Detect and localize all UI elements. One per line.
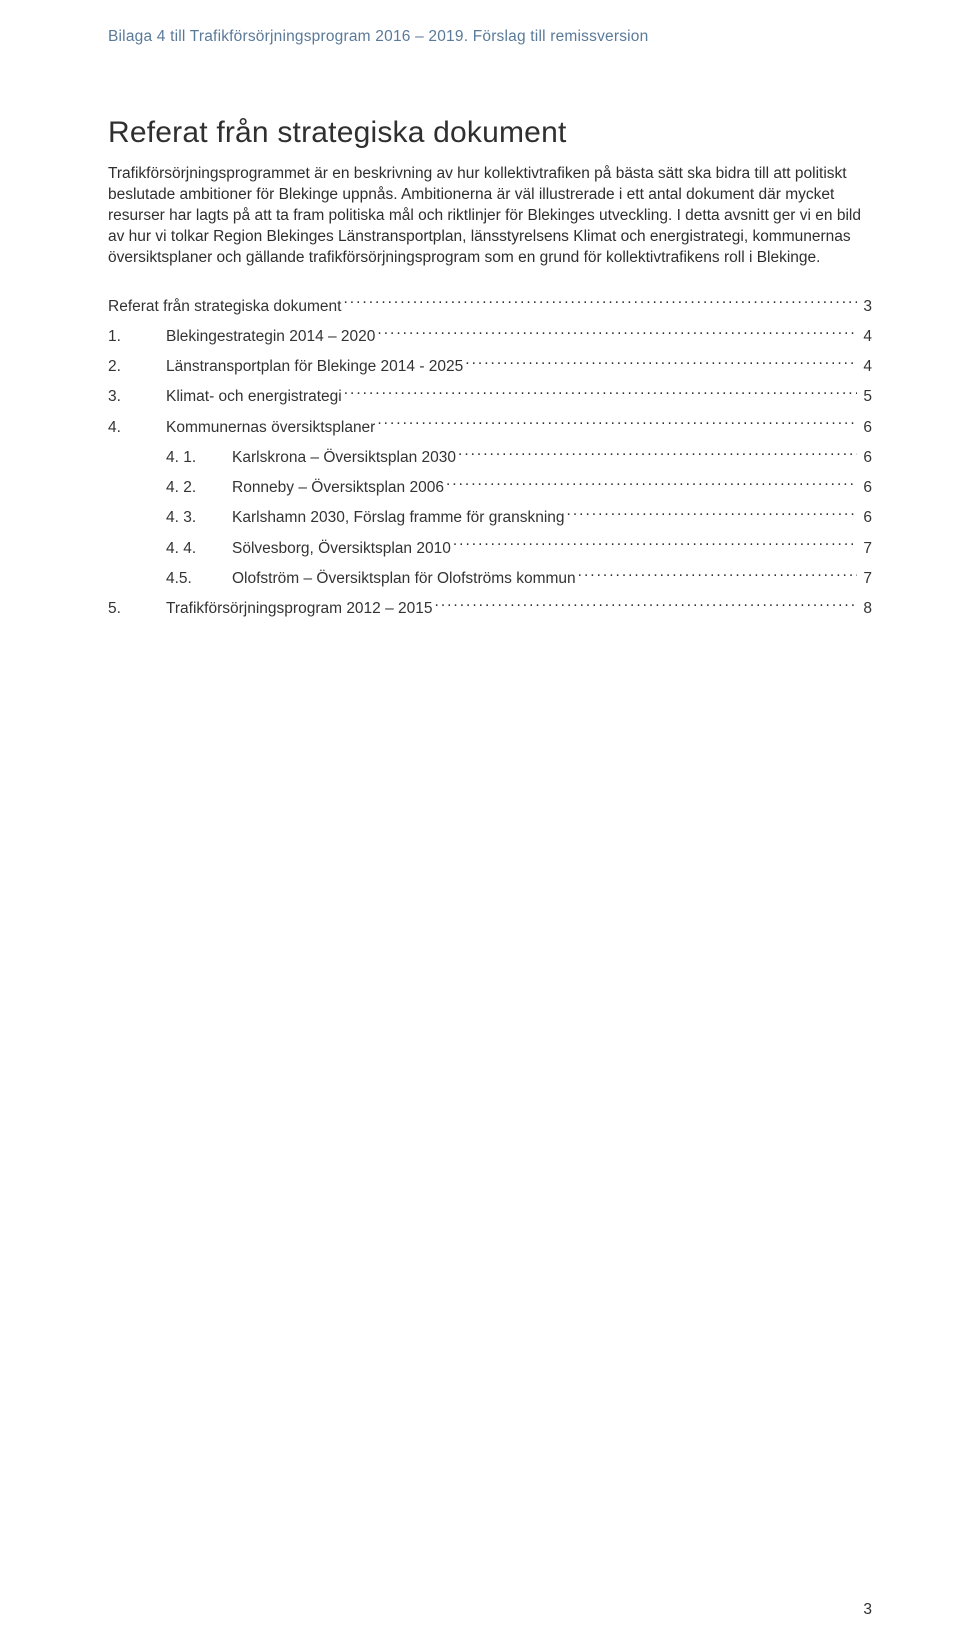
page-title: Referat från strategiska dokument [108, 116, 872, 150]
toc-entry-label: 4.5.Olofström – Översiktsplan för Olofst… [166, 567, 576, 590]
toc-entry-label: 2.Länstransportplan för Blekinge 2014 - … [108, 355, 463, 378]
toc-leader-dots [377, 325, 857, 341]
toc-entry-text: Sölvesborg, Översiktsplan 2010 [232, 540, 451, 557]
toc-entry-text: Trafikförsörjningsprogram 2012 – 2015 [166, 600, 433, 617]
toc-entry-text: Klimat- och energistrategi [166, 388, 342, 405]
toc-leader-dots [377, 416, 857, 432]
toc-leader-dots [435, 598, 858, 614]
toc-entry-page: 7 [859, 567, 872, 590]
toc-entry-page: 6 [859, 506, 872, 529]
toc-leader-dots [453, 537, 858, 553]
toc-entry: 4.5.Olofström – Översiktsplan för Olofst… [108, 567, 872, 590]
toc-entry-text: Karlskrona – Översiktsplan 2030 [232, 449, 456, 466]
toc-entry-text: Referat från strategiska dokument [108, 298, 341, 315]
toc-entry-text: Ronneby – Översiktsplan 2006 [232, 479, 444, 496]
toc-entry-text: Blekingestrategin 2014 – 2020 [166, 328, 375, 345]
toc-entry-label: 4. 4.Sölvesborg, Översiktsplan 2010 [166, 537, 451, 560]
toc-entry-text: Kommunernas översiktsplaner [166, 419, 375, 436]
toc-entry-number: 4. 3. [166, 506, 232, 529]
toc-entry-label: 4. 1.Karlskrona – Översiktsplan 2030 [166, 446, 456, 469]
toc-entry: 4. 2.Ronneby – Översiktsplan 2006 6 [108, 476, 872, 499]
toc-entry-label: 4. 3.Karlshamn 2030, Förslag framme för … [166, 506, 565, 529]
toc-leader-dots [458, 446, 857, 462]
toc-entry: 3.Klimat- och energistrategi 5 [108, 385, 872, 408]
toc-entry: 4. 3.Karlshamn 2030, Förslag framme för … [108, 506, 872, 529]
toc-entry-page: 4 [859, 355, 872, 378]
table-of-contents: Referat från strategiska dokument 3 1.Blek… [108, 295, 872, 621]
toc-entry-number: 4. 4. [166, 537, 232, 560]
toc-entry-page: 5 [859, 385, 872, 408]
toc-entry: Referat från strategiska dokument 3 [108, 295, 872, 318]
toc-entry-label: 5.Trafikförsörjningsprogram 2012 – 2015 [108, 597, 433, 620]
toc-entry-label: 4. 2.Ronneby – Översiktsplan 2006 [166, 476, 444, 499]
toc-entry-number: 4.5. [166, 567, 232, 590]
toc-leader-dots [343, 295, 857, 311]
toc-entry-label: 3.Klimat- och energistrategi [108, 385, 342, 408]
toc-entry-number: 4. [108, 416, 166, 439]
toc-leader-dots [578, 567, 858, 583]
toc-entry: 4. 4.Sölvesborg, Översiktsplan 2010 7 [108, 537, 872, 560]
toc-entry-text: Länstransportplan för Blekinge 2014 - 20… [166, 358, 463, 375]
toc-entry-page: 8 [859, 597, 872, 620]
document-header: Bilaga 4 till Trafikförsörjningsprogram … [108, 28, 872, 46]
toc-entry: 5.Trafikförsörjningsprogram 2012 – 2015 8 [108, 597, 872, 620]
toc-entry-label: 1.Blekingestrategin 2014 – 2020 [108, 325, 375, 348]
toc-entry-number: 3. [108, 385, 166, 408]
toc-entry-text: Karlshamn 2030, Förslag framme för grans… [232, 509, 565, 526]
toc-entry: 1.Blekingestrategin 2014 – 2020 4 [108, 325, 872, 348]
toc-entry-number: 4. 1. [166, 446, 232, 469]
toc-entry-page: 6 [859, 416, 872, 439]
intro-paragraph: Trafikförsörjningsprogrammet är en beskr… [108, 164, 872, 269]
page-number: 3 [863, 1601, 872, 1619]
toc-entry-page: 7 [859, 537, 872, 560]
toc-leader-dots [344, 386, 858, 402]
toc-entry-page: 4 [859, 325, 872, 348]
toc-entry-text: Olofström – Översiktsplan för Olofströms… [232, 570, 576, 587]
toc-leader-dots [446, 477, 857, 493]
toc-entry-label: 4.Kommunernas översiktsplaner [108, 416, 375, 439]
toc-entry-page: 6 [859, 446, 872, 469]
toc-entry-number: 5. [108, 597, 166, 620]
toc-entry-page: 3 [859, 295, 872, 318]
toc-entry-number: 2. [108, 355, 166, 378]
toc-entry: 4.Kommunernas översiktsplaner 6 [108, 416, 872, 439]
toc-entry-page: 6 [859, 476, 872, 499]
toc-entry-label: Referat från strategiska dokument [108, 295, 341, 318]
toc-entry-number: 1. [108, 325, 166, 348]
toc-entry: 2.Länstransportplan för Blekinge 2014 - … [108, 355, 872, 378]
toc-leader-dots [465, 356, 857, 372]
toc-entry-number: 4. 2. [166, 476, 232, 499]
toc-entry: 4. 1.Karlskrona – Översiktsplan 2030 6 [108, 446, 872, 469]
toc-leader-dots [567, 507, 858, 523]
